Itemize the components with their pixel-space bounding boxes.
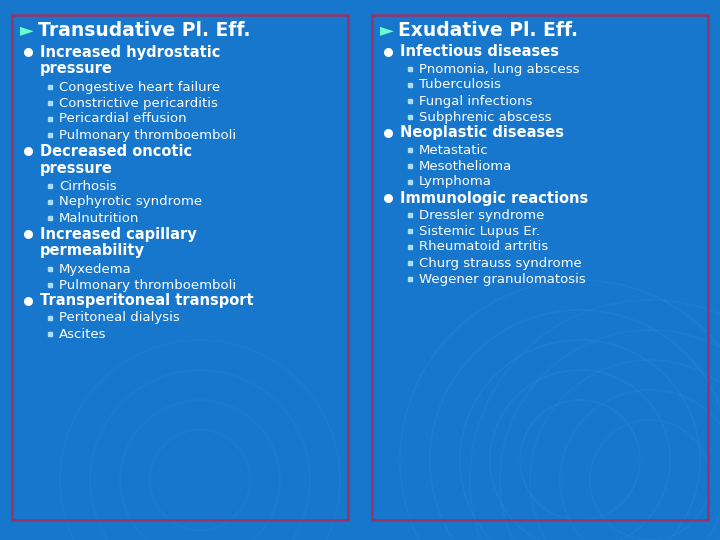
Text: Lymphoma: Lymphoma bbox=[419, 176, 492, 188]
Text: Decreased oncotic: Decreased oncotic bbox=[40, 144, 192, 159]
Text: Peritoneal dialysis: Peritoneal dialysis bbox=[59, 312, 180, 325]
Text: Subphrenic abscess: Subphrenic abscess bbox=[419, 111, 552, 124]
Text: Increased hydrostatic: Increased hydrostatic bbox=[40, 44, 220, 59]
Text: Pulmonary thromboemboli: Pulmonary thromboemboli bbox=[59, 279, 236, 292]
Text: permeability: permeability bbox=[40, 244, 145, 259]
Text: Transudative Pl. Eff.: Transudative Pl. Eff. bbox=[38, 21, 251, 39]
Text: Increased capillary: Increased capillary bbox=[40, 226, 197, 241]
Text: Transperitoneal transport: Transperitoneal transport bbox=[40, 294, 253, 308]
Text: Neoplastic diseases: Neoplastic diseases bbox=[400, 125, 564, 140]
Text: Infectious diseases: Infectious diseases bbox=[400, 44, 559, 59]
Text: Nephyrotic syndrome: Nephyrotic syndrome bbox=[59, 195, 202, 208]
Text: Congestive heart failure: Congestive heart failure bbox=[59, 80, 220, 93]
Text: ►: ► bbox=[380, 21, 394, 39]
Text: pressure: pressure bbox=[40, 160, 113, 176]
Text: Malnutrition: Malnutrition bbox=[59, 212, 140, 225]
Text: Exudative Pl. Eff.: Exudative Pl. Eff. bbox=[398, 21, 578, 39]
Text: Rheumatoid artritis: Rheumatoid artritis bbox=[419, 240, 548, 253]
Text: Immunologic reactions: Immunologic reactions bbox=[400, 191, 588, 206]
Text: Pulmonary thromboemboli: Pulmonary thromboemboli bbox=[59, 129, 236, 141]
Text: Metastatic: Metastatic bbox=[419, 144, 489, 157]
Text: pressure: pressure bbox=[40, 62, 113, 77]
Text: Ascites: Ascites bbox=[59, 327, 107, 341]
Text: ►: ► bbox=[20, 21, 34, 39]
Text: Pericardial effusion: Pericardial effusion bbox=[59, 112, 186, 125]
Text: Pnomonia, lung abscess: Pnomonia, lung abscess bbox=[419, 63, 580, 76]
Text: Churg strauss syndrome: Churg strauss syndrome bbox=[419, 256, 582, 269]
Text: Sistemic Lupus Er.: Sistemic Lupus Er. bbox=[419, 225, 540, 238]
Text: Tuberculosis: Tuberculosis bbox=[419, 78, 501, 91]
Text: Mesothelioma: Mesothelioma bbox=[419, 159, 512, 172]
Text: Dressler syndrome: Dressler syndrome bbox=[419, 208, 544, 221]
Text: Fungal infections: Fungal infections bbox=[419, 94, 533, 107]
Text: Wegener granulomatosis: Wegener granulomatosis bbox=[419, 273, 586, 286]
Text: Myxedema: Myxedema bbox=[59, 262, 132, 275]
Text: Constrictive pericarditis: Constrictive pericarditis bbox=[59, 97, 218, 110]
Text: Cirrhosis: Cirrhosis bbox=[59, 179, 117, 192]
